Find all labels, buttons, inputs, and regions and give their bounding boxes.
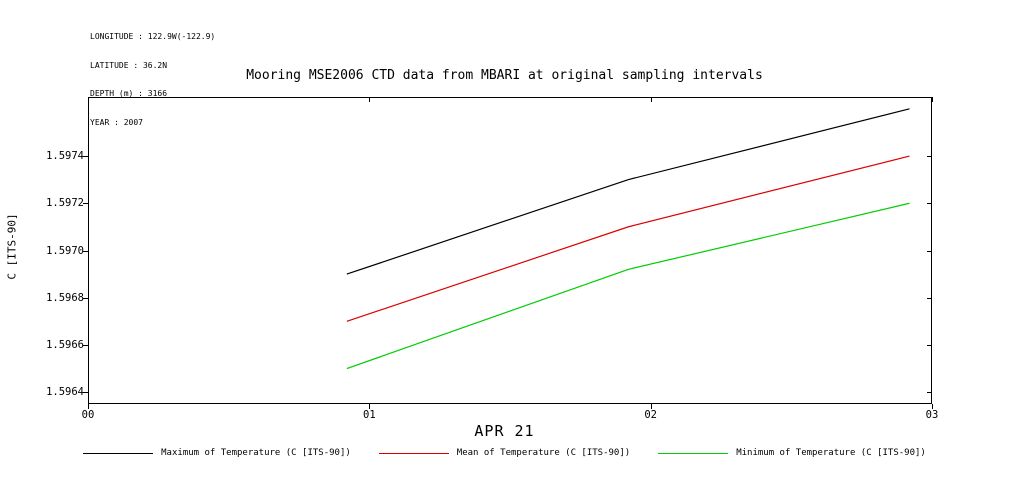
x-tick-label: 00	[81, 409, 95, 421]
metadata-latitude: LATITUDE : 36.2N	[90, 60, 168, 70]
x-tick-labels: 00 01 02 03	[82, 409, 939, 423]
legend-item: Minimum of Temperature (C [ITS-90])	[658, 448, 926, 458]
plot-area	[83, 97, 933, 409]
y-tick-label: 1.5964	[46, 386, 84, 399]
y-tick-label: 1.5966	[46, 338, 84, 351]
metadata-longitude: LONGITUDE : 122.9W(-122.9)	[90, 32, 216, 41]
legend-line-sample	[83, 452, 154, 454]
chart-legend: Maximum of Temperature (C [ITS-90]) Mean …	[0, 448, 1009, 458]
y-tick-label: 1.5972	[46, 197, 84, 210]
legend-line-sample	[378, 452, 449, 454]
metadata-depth: DEPTH (m) : 3166	[90, 89, 168, 98]
y-axis-label: C [ITS-90]	[5, 213, 19, 280]
legend-item: Mean of Temperature (C [ITS-90])	[378, 448, 631, 458]
legend-label: Maximum of Temperature (C [ITS-90])	[161, 448, 351, 458]
axes-box	[88, 97, 932, 404]
legend-line-sample	[658, 452, 729, 454]
legend-label: Mean of Temperature (C [ITS-90])	[456, 448, 631, 458]
series-line	[346, 155, 910, 322]
x-axis-label: APR 21	[474, 422, 535, 440]
x-tick-label: 01	[363, 409, 376, 421]
x-tick-label: 03	[925, 409, 939, 421]
metadata-block: LONGITUDE : 122.9W(-122.9) LATITUDE : 36…	[90, 13, 215, 146]
y-tick-labels: 1.5964 1.5966 1.5968 1.5970 1.5972 1.5974	[34, 97, 84, 404]
metadata-year: YEAR : 2007	[90, 117, 143, 127]
y-tick-label: 1.5974	[46, 150, 84, 163]
legend-label: Minimum of Temperature (C [ITS-90])	[736, 448, 926, 458]
legend-item: Maximum of Temperature (C [ITS-90])	[83, 448, 351, 458]
chart-title: Mooring MSE2006 CTD data from MBARI at o…	[246, 68, 763, 83]
y-tick-label: 1.5968	[46, 291, 84, 304]
x-tick-label: 02	[644, 409, 657, 421]
y-tick-label: 1.5970	[46, 244, 84, 257]
series-line	[346, 202, 910, 370]
series-line	[346, 108, 910, 275]
